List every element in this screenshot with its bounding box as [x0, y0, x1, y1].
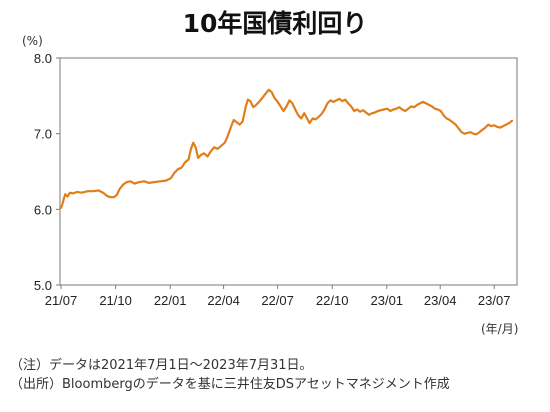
- x-tick-label: 22/01: [154, 293, 187, 308]
- chart-title: 10年国債利回り: [182, 9, 368, 38]
- footnotes: （注）データは2021年7月1日～2023年7月31日。 （出所）Bloombe…: [10, 356, 450, 394]
- y-axis-ticks: 5.0 6.0 7.0 8.0: [34, 51, 60, 293]
- y-tick-label: 5.0: [34, 278, 52, 293]
- y-tick-label: 6.0: [34, 202, 52, 217]
- x-tick-label: 23/01: [371, 293, 404, 308]
- plot-frame: [59, 57, 518, 286]
- x-unit-label: (年/月): [481, 322, 519, 336]
- x-tick-label: 21/10: [99, 293, 132, 308]
- x-tick-label: 22/10: [316, 293, 349, 308]
- y-tick-label: 7.0: [34, 127, 52, 142]
- x-tick-label: 23/04: [424, 293, 457, 308]
- x-axis-ticks: 21/07 21/10 22/01 22/04 22/07 22/10 23/01 23/04…: [45, 285, 511, 308]
- source-note: （出所）Bloombergのデータを基に三井住友DSアセットマネジメント作成: [10, 377, 450, 392]
- x-tick-label: 22/07: [261, 293, 294, 308]
- y-unit-label: (%): [22, 34, 43, 48]
- x-tick-label: 23/07: [478, 293, 511, 308]
- x-tick-label: 22/04: [207, 293, 240, 308]
- series-line-10y-yield: [59, 88, 514, 209]
- data-period-note: （注）データは2021年7月1日～2023年7月31日。: [10, 358, 313, 373]
- y-tick-label: 8.0: [34, 51, 52, 66]
- x-tick-label: 21/07: [45, 293, 78, 308]
